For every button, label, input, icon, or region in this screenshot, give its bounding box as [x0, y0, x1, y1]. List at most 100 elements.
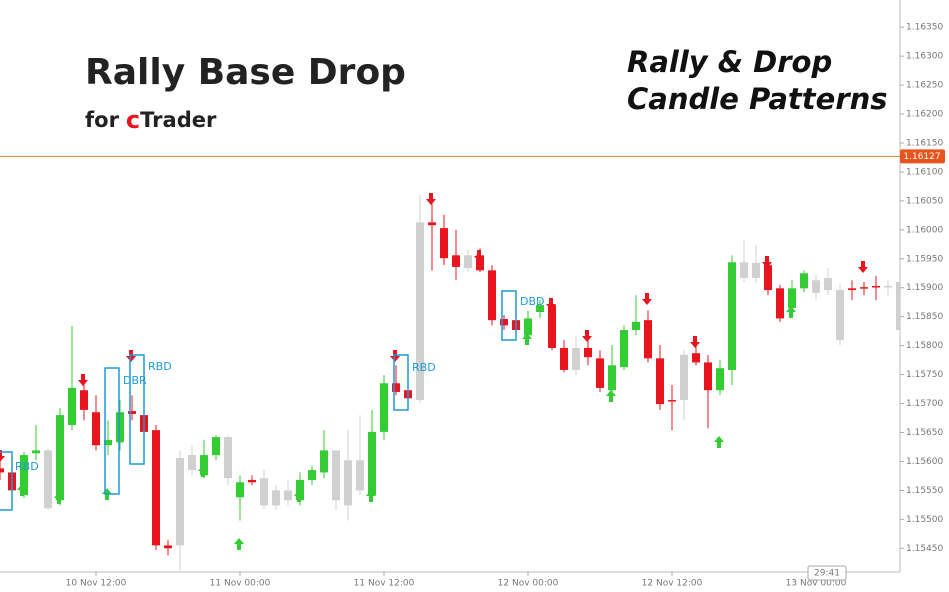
sell-arrow [474, 250, 484, 262]
candle-body [344, 460, 352, 506]
y-tick-label: 1.16100 [906, 167, 943, 177]
pattern-box [393, 354, 409, 411]
candle-body [776, 288, 784, 319]
candle-body [656, 358, 664, 405]
buy-arrow [714, 436, 724, 448]
sell-arrow [126, 350, 136, 362]
pattern-box [104, 367, 120, 495]
timer: 29:41 [814, 569, 840, 579]
subtitle-part: Trader [140, 108, 217, 132]
pattern-label: RBD [15, 460, 39, 473]
candle-body [392, 383, 400, 392]
x-tick-label: 13 Nov 00:00 [786, 579, 847, 589]
sell-arrow [642, 293, 652, 305]
candle-body [452, 255, 460, 267]
pattern-box [129, 354, 145, 465]
candle-body [284, 490, 292, 501]
sell-arrow [426, 193, 436, 205]
candle-body [464, 255, 472, 269]
candle-body [896, 281, 900, 330]
x-tick-label: 11 Nov 12:00 [354, 579, 415, 589]
y-tick-label: 1.15900 [906, 283, 943, 293]
candle-body [488, 270, 496, 321]
sell-arrow [78, 374, 88, 386]
subtitle: for cTrader [85, 106, 217, 134]
candle-body [500, 319, 508, 326]
candle-body [812, 280, 820, 293]
y-tick-label: 1.15850 [906, 312, 943, 322]
current-price-label: 1.16127 [903, 152, 940, 162]
buy-arrow [522, 333, 532, 345]
candle-body [632, 321, 640, 330]
candle-body [212, 437, 220, 456]
candle-body [536, 305, 544, 313]
sell-arrow [546, 298, 556, 310]
y-tick-label: 1.15800 [906, 341, 943, 351]
candle-body [416, 222, 424, 401]
candle-body [716, 368, 724, 391]
candle-body [560, 347, 568, 370]
candle-body [884, 286, 892, 288]
candle-body [320, 450, 328, 473]
y-tick-label: 1.15700 [906, 399, 943, 409]
candle-body [248, 479, 256, 483]
candle-body [752, 262, 760, 278]
candle-body [572, 347, 580, 370]
candle-body [440, 228, 448, 259]
candle-body [524, 318, 532, 336]
y-tick-label: 1.16250 [906, 81, 943, 91]
candle-body [368, 431, 376, 495]
candle-body [764, 265, 772, 291]
candle-body [860, 287, 868, 289]
candle-body [152, 430, 160, 546]
y-tick-label: 1.15950 [906, 254, 943, 264]
candle-body [32, 450, 40, 454]
y-tick-label: 1.16000 [906, 225, 943, 235]
candle-body [548, 305, 556, 348]
current-price-box [900, 149, 945, 164]
x-tick-label: 11 Nov 00:00 [210, 579, 271, 589]
candle-body [296, 479, 304, 501]
candle-body [68, 387, 76, 425]
pattern-box [501, 290, 517, 341]
sell-arrow [390, 350, 400, 362]
candle-body [704, 362, 712, 391]
candle-body [476, 255, 484, 271]
candle-body [92, 412, 100, 446]
candle-body [164, 545, 172, 549]
y-tick-label: 1.16150 [906, 139, 943, 149]
plot-area [0, 193, 900, 571]
candle-body [872, 286, 880, 288]
candle-body [824, 277, 832, 291]
buy-arrow [294, 490, 304, 502]
sell-arrow [858, 261, 868, 273]
y-tick-label: 1.16200 [906, 110, 943, 120]
buy-arrow [606, 390, 616, 402]
pattern-label: DBR [123, 374, 147, 387]
candle-body [20, 455, 28, 495]
candle-body [680, 354, 688, 401]
x-tick-label: 10 Nov 12:00 [66, 579, 127, 589]
sell-arrow [690, 336, 700, 348]
candle-body [692, 353, 700, 363]
y-tick-label: 1.16050 [906, 196, 943, 206]
candle-body [128, 411, 136, 414]
y-tick-label: 1.15550 [906, 486, 943, 496]
buy-arrow [54, 492, 64, 504]
sell-arrow [762, 256, 772, 268]
subtitle-part: c [126, 106, 140, 134]
pattern-label: DBD [520, 295, 545, 308]
heading-line: Rally & Drop [627, 45, 832, 79]
buy-arrow [366, 490, 376, 502]
heading-line: Candle Patterns [627, 82, 888, 116]
candle-body [728, 262, 736, 370]
pattern-label: RBD [148, 360, 172, 373]
candle-body [44, 450, 52, 509]
candle-body [584, 347, 592, 358]
buy-arrow [17, 484, 27, 496]
x-tick-label: 12 Nov 12:00 [642, 579, 703, 589]
candle-body [236, 482, 244, 498]
candle-body [188, 455, 196, 471]
candle-body [848, 288, 856, 291]
buy-arrow [234, 538, 244, 550]
